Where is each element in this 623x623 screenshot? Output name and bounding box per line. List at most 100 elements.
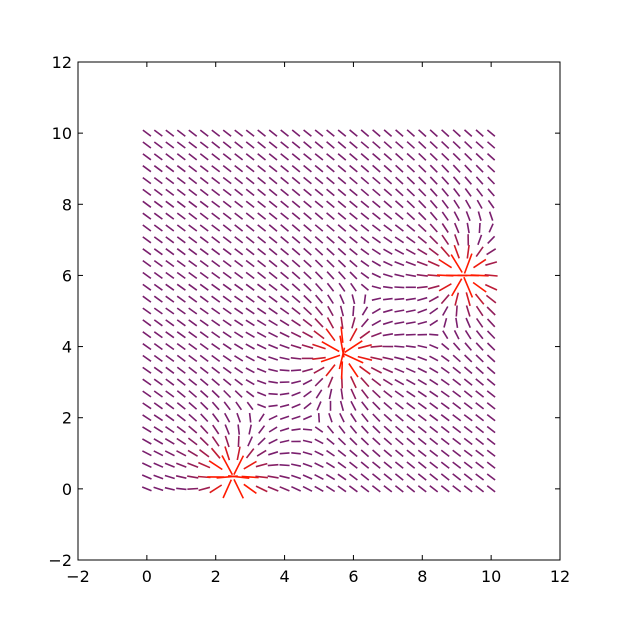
field-segment [417, 296, 428, 302]
field-segment [418, 129, 427, 138]
field-segment [290, 357, 302, 360]
field-segment [429, 461, 439, 469]
field-segment [360, 461, 370, 469]
field-segment [371, 285, 382, 290]
field-segment [360, 176, 370, 185]
field-segment [484, 283, 498, 291]
field-segment [453, 199, 461, 209]
field-segment [317, 413, 321, 423]
field-segment [141, 462, 152, 469]
field-segment [280, 129, 290, 137]
field-segment [222, 129, 232, 137]
field-segment [349, 176, 358, 185]
field-segment [314, 450, 324, 457]
field-segment [326, 129, 335, 137]
field-segment [211, 271, 221, 280]
field-segment [337, 164, 347, 173]
field-segment [406, 437, 416, 446]
field-segment [199, 283, 209, 291]
field-segment [142, 212, 152, 220]
field-segment [382, 333, 394, 337]
x-tick-label: 6 [348, 567, 358, 586]
field-segment [198, 461, 211, 469]
field-segment [268, 331, 278, 338]
field-segment [280, 247, 290, 256]
field-segment [463, 129, 473, 137]
field-segment [245, 247, 255, 256]
field-segment [280, 283, 290, 292]
field-segment [394, 309, 405, 313]
field-segment [188, 141, 198, 149]
field-segment [454, 234, 460, 246]
field-segment [349, 425, 358, 434]
field-segment [188, 354, 198, 363]
field-segment [320, 354, 341, 363]
field-segment [257, 176, 266, 185]
x-tick-label: 2 [211, 567, 221, 586]
field-segment [165, 165, 175, 173]
field-segment [441, 176, 450, 185]
field-segment [475, 461, 485, 469]
field-segment [302, 331, 313, 339]
y-tick-label: 10 [52, 124, 72, 143]
field-segment [211, 295, 221, 303]
field-segment [291, 224, 301, 232]
field-segment [486, 318, 496, 328]
field-segment [222, 224, 232, 232]
x-tick-label: 8 [417, 567, 427, 586]
ticks: −2 0 2 4 6 8 10 12 −2 0 2 4 6 8 10 12 [48, 53, 570, 586]
field-segment [303, 141, 312, 149]
field-segment [245, 129, 255, 137]
field-segment [438, 283, 452, 292]
field-segment [257, 129, 266, 137]
field-segment [465, 199, 472, 209]
field-segment [257, 391, 267, 397]
field-segment [256, 319, 267, 327]
field-segment [312, 343, 326, 350]
field-segment [176, 402, 186, 410]
field-segment [245, 212, 255, 220]
field-segment [314, 212, 324, 221]
field-segment [349, 141, 358, 149]
field-segment [349, 328, 358, 342]
field-segment [463, 461, 473, 469]
field-segment [394, 345, 405, 348]
field-segment [314, 188, 324, 197]
field-segment [325, 364, 336, 377]
field-segment [417, 390, 427, 398]
field-segment [302, 439, 313, 444]
field-segment [314, 141, 324, 149]
field-segment [142, 319, 152, 327]
field-segment [199, 188, 209, 197]
field-segment [314, 247, 324, 256]
field-segment [248, 424, 252, 435]
field-segment [394, 402, 404, 410]
field-segment [406, 212, 416, 221]
field-segment [303, 271, 312, 280]
field-segment [291, 164, 301, 173]
field-segment [165, 236, 175, 244]
field-segment [475, 141, 484, 149]
field-segment [486, 425, 496, 434]
field-segment [383, 449, 393, 458]
field-segment [452, 473, 462, 481]
field-segment [487, 199, 495, 209]
field-segment [485, 261, 498, 266]
field-segment [223, 412, 231, 423]
field-segment [429, 235, 439, 245]
field-segment [291, 283, 301, 292]
field-segment [394, 212, 404, 221]
field-segment [245, 236, 255, 244]
field-segment [314, 306, 324, 316]
field-segment [165, 342, 175, 351]
field-segment [351, 294, 356, 305]
field-segment [142, 414, 152, 422]
field-segment [383, 260, 393, 267]
field-segment [257, 247, 267, 256]
field-segment [427, 260, 440, 267]
field-segment [302, 379, 313, 386]
field-segment [486, 473, 496, 481]
field-segment [199, 436, 209, 446]
field-segment [360, 224, 370, 232]
field-segment [165, 414, 175, 422]
